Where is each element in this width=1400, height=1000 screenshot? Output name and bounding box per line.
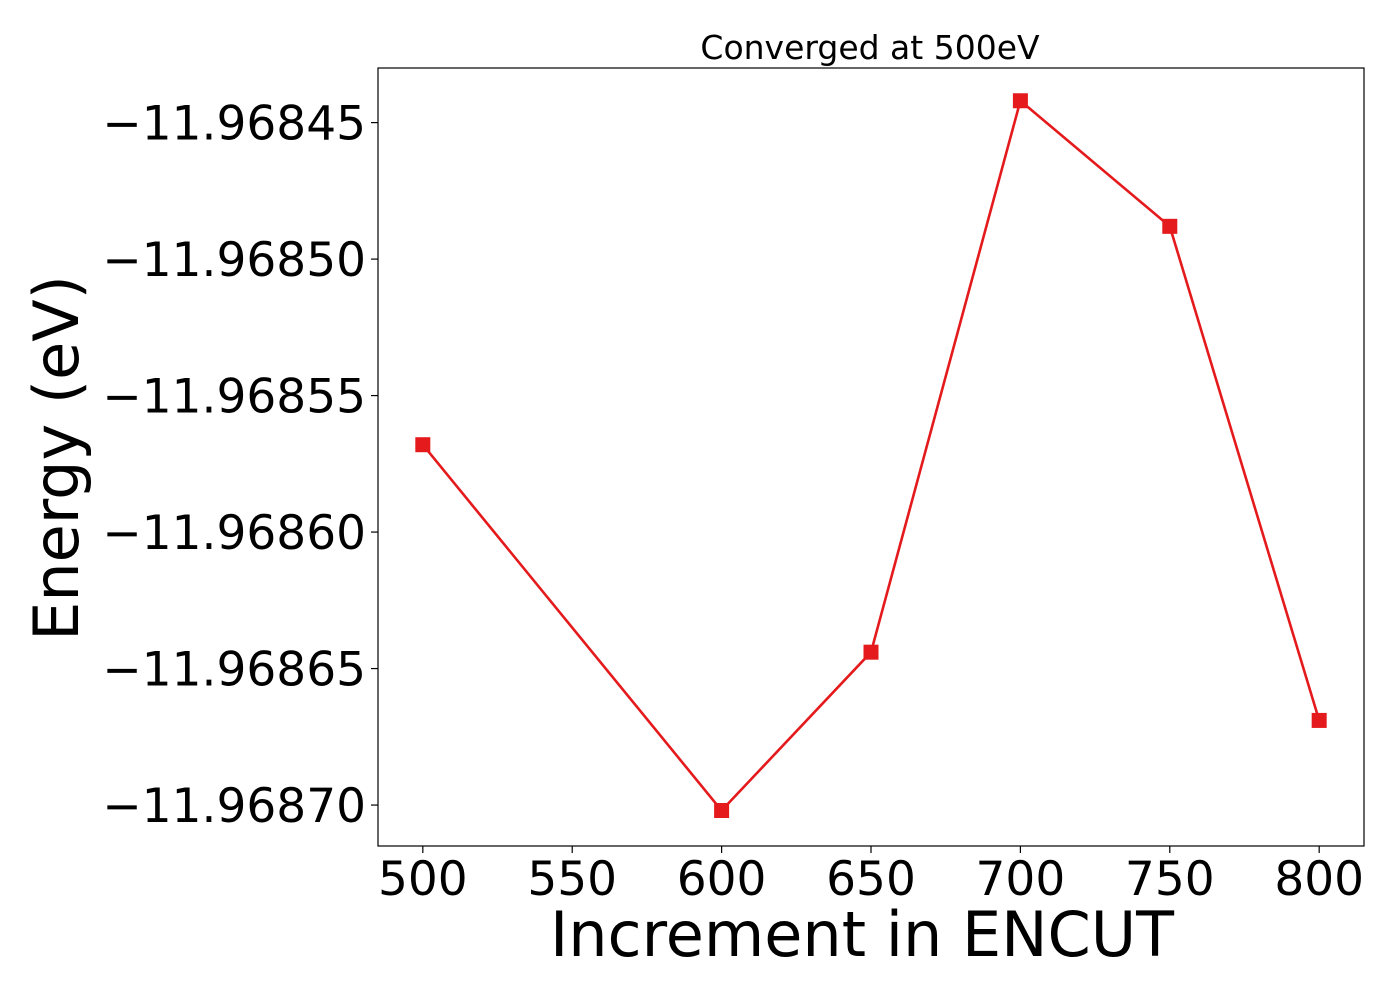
y-tick-label-2: −11.96855: [102, 370, 366, 425]
x-tick-label-550: 550: [527, 852, 617, 907]
x-tick-label-500: 500: [378, 852, 468, 907]
plot-area: 500 550 600 650 700 750 800 −11.96845 −11.96850 −…: [102, 67, 1365, 907]
data-point-750: [1162, 218, 1178, 234]
y-tick-label-5: −11.96870: [102, 779, 366, 834]
x-axis-label: Increment in ENCUT: [550, 898, 1175, 971]
data-point-500: [415, 437, 431, 453]
x-tick-label-700: 700: [976, 852, 1066, 907]
x-tick-label-800: 800: [1274, 852, 1364, 907]
y-tick-label-1: −11.96850: [102, 233, 366, 288]
chart-title: Converged at 500eV: [700, 28, 1040, 67]
series-line-0: [421, 99, 1321, 812]
data-point-650: [863, 644, 879, 660]
y-axis-label: Energy (eV): [20, 275, 93, 641]
x-tick-label-750: 750: [1125, 852, 1215, 907]
y-tick-label-0: −11.96845: [102, 97, 366, 152]
x-tick-label-600: 600: [677, 852, 767, 907]
data-point-700: [1012, 93, 1028, 109]
data-point-600: [714, 803, 730, 819]
y-tick-label-4: −11.96865: [102, 643, 366, 698]
data-point-800: [1311, 712, 1327, 728]
x-tick-label-650: 650: [826, 852, 916, 907]
y-tick-label-3: −11.96860: [102, 506, 366, 561]
